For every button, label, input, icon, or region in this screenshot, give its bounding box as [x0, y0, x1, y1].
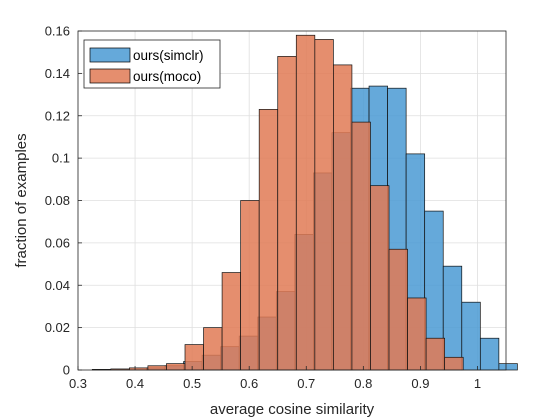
y-tick-label: 0.1 [52, 151, 70, 166]
x-axis-label: average cosine similarity [210, 401, 375, 418]
y-tick-label: 0.12 [45, 108, 70, 123]
histogram-bar [295, 34, 316, 371]
histogram-bar [184, 344, 204, 371]
histogram-bar [370, 185, 390, 371]
x-tick-label: 0.4 [126, 376, 144, 391]
x-tick-label: 0.7 [297, 376, 315, 391]
x-tick-label: 0.5 [183, 376, 201, 391]
x-tick-label: 0.8 [354, 376, 372, 391]
series-1 [91, 34, 464, 371]
y-tick-label: 0.08 [45, 193, 70, 208]
y-axis-label: fraction of examples [13, 133, 30, 267]
histogram-bar [498, 363, 518, 371]
x-tick-label: 1 [474, 376, 481, 391]
legend-label-simclr: ours(simclr) [133, 48, 204, 63]
histogram-bar [388, 248, 408, 371]
histogram-bar [461, 301, 481, 371]
x-tick-label: 0.6 [240, 376, 258, 391]
y-tick-label: 0.04 [45, 278, 70, 293]
histogram-bar [240, 200, 260, 371]
y-tick-label: 0 [63, 363, 70, 378]
histogram-bar [333, 64, 353, 371]
histogram-bar [314, 39, 334, 371]
bars [91, 34, 518, 371]
histogram-bar [166, 363, 186, 371]
y-tick-label: 0.16 [45, 24, 70, 39]
histogram-bar [351, 121, 371, 371]
y-tick-label: 0.06 [45, 235, 70, 250]
histogram-bar [407, 297, 427, 371]
legend-swatch-moco [89, 68, 131, 84]
legend: ours(simclr) ours(moco) [83, 39, 221, 89]
histogram-bar [147, 365, 167, 371]
legend-label-moco: ours(moco) [133, 69, 201, 84]
histogram-bar [442, 265, 463, 371]
histogram-bar [203, 327, 223, 371]
ticks: 0.3 0.4 0.5 0.6 0.7 0.8 0.9 1 0 0.02 0.04 0.06 0.08 0… [45, 24, 481, 392]
histogram-bar [425, 337, 446, 371]
legend-swatch-simclr [89, 47, 131, 63]
x-tick-label: 0.9 [411, 376, 429, 391]
histogram-bar [444, 356, 464, 371]
y-tick-label: 0.02 [45, 320, 70, 335]
histogram-bar [479, 337, 500, 371]
histogram-bar [221, 272, 241, 371]
y-tick-label: 0.14 [45, 66, 70, 81]
x-tick-label: 0.3 [69, 376, 87, 391]
histogram-bar [277, 56, 297, 371]
histogram-bar [258, 109, 279, 371]
